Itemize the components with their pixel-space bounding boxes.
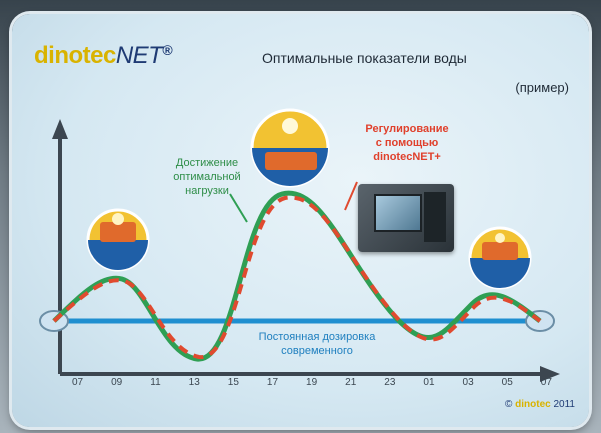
dinotec-logo: dinotecNET®	[34, 42, 173, 70]
x-tick: 19	[306, 377, 318, 388]
x-axis-arrow-icon	[540, 366, 560, 382]
x-tick: 17	[266, 377, 279, 388]
sun-icon	[282, 118, 298, 134]
x-tick: 07	[540, 377, 552, 388]
blue-line-label: Постоянная дозировка современного	[258, 331, 376, 357]
x-tick: 21	[345, 377, 357, 388]
x-tick: 11	[150, 377, 161, 388]
pool-icon-right	[468, 226, 532, 290]
slide-subtitle: (пример)	[515, 80, 569, 95]
device-screen	[374, 194, 422, 232]
pool-icon-left	[86, 208, 150, 272]
device-panel	[424, 192, 446, 242]
logo-suffix: NET	[115, 42, 163, 69]
regulation-curve	[52, 195, 542, 360]
x-tick: 15	[227, 377, 239, 388]
controller-device-icon	[358, 184, 454, 252]
pool-icon-center	[250, 108, 330, 188]
diagram-canvas	[39, 108, 560, 382]
logo-brand: dinotec	[34, 42, 116, 69]
slide: dinotecNET® Оптимальные показатели воды …	[12, 14, 589, 427]
green-curve-label: Достижение оптимальной нагрузки	[173, 157, 241, 197]
x-tick: 03	[462, 377, 474, 388]
copyright-prefix: ©	[504, 399, 513, 410]
red-curve-label: Регулирование с помощью dinotecNET+	[365, 123, 449, 163]
x-tick: 09	[111, 377, 123, 388]
x-axis-ticks: 07 09 11 13 15 17 19 21 23 01 03 05 07	[72, 377, 552, 388]
logo-mark: ®	[162, 42, 173, 58]
y-axis-arrow-icon	[52, 119, 68, 139]
copyright-brand: dinotec	[515, 399, 551, 410]
green-pointer	[229, 193, 248, 223]
slide-title: Оптимальные показатели воды	[262, 50, 467, 66]
x-tick: 01	[423, 377, 435, 388]
x-tick: 13	[188, 377, 200, 388]
red-pointer	[344, 181, 358, 211]
x-tick: 05	[501, 377, 513, 388]
x-tick: 23	[384, 377, 396, 388]
x-tick: 07	[72, 377, 84, 388]
copyright: © dinotec 2011	[505, 399, 575, 410]
copyright-suffix: 2011	[553, 399, 575, 410]
